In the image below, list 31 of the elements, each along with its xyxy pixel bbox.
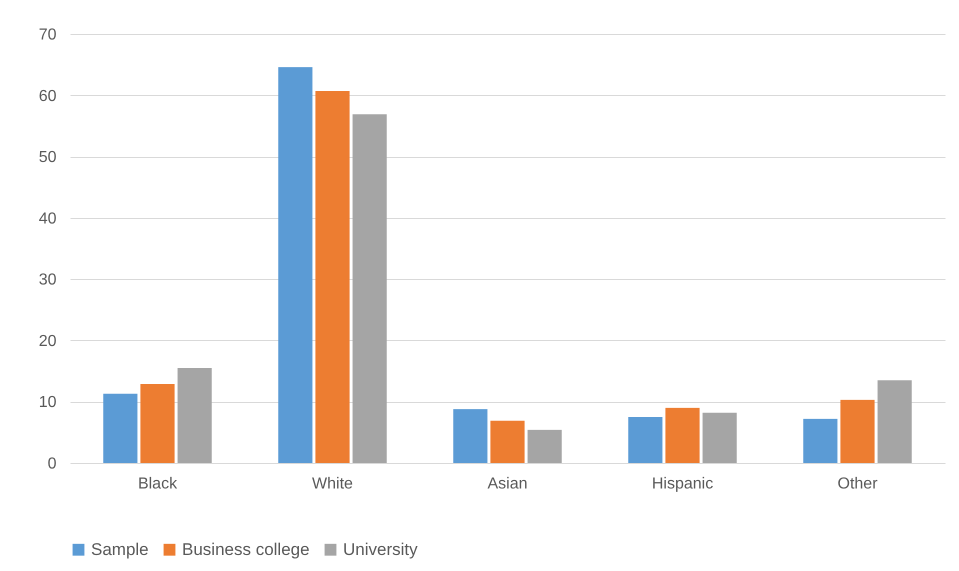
bar xyxy=(840,400,875,463)
bar xyxy=(103,394,138,463)
x-tick-label: Asian xyxy=(487,476,528,492)
x-tick-label: Black xyxy=(138,476,178,492)
x-tick-label: Hispanic xyxy=(652,476,714,492)
bar xyxy=(702,412,737,463)
bar xyxy=(803,418,838,463)
bar xyxy=(278,67,312,463)
y-tick-label: 70 xyxy=(38,26,57,44)
bar xyxy=(178,368,212,463)
bar xyxy=(528,430,562,463)
y-tick-label: 30 xyxy=(38,272,57,289)
bar xyxy=(453,409,488,463)
bar xyxy=(878,380,912,463)
bar xyxy=(352,114,387,463)
y-tick-label: 0 xyxy=(48,456,57,472)
legend-label: Business college xyxy=(182,540,310,559)
bar xyxy=(628,417,662,463)
x-tick-label: White xyxy=(312,476,354,492)
bar xyxy=(490,420,525,463)
legend-label: University xyxy=(343,540,418,559)
y-tick-label: 40 xyxy=(38,210,57,228)
x-tick-label: Other xyxy=(837,476,878,492)
legend-label: Sample xyxy=(91,540,149,559)
y-tick-label: 50 xyxy=(38,149,57,166)
y-tick-label: 60 xyxy=(38,88,57,105)
bar xyxy=(315,90,350,463)
bar xyxy=(665,408,700,463)
bar xyxy=(140,384,175,463)
y-tick-label: 10 xyxy=(38,394,57,412)
y-tick-label: 20 xyxy=(38,332,57,350)
